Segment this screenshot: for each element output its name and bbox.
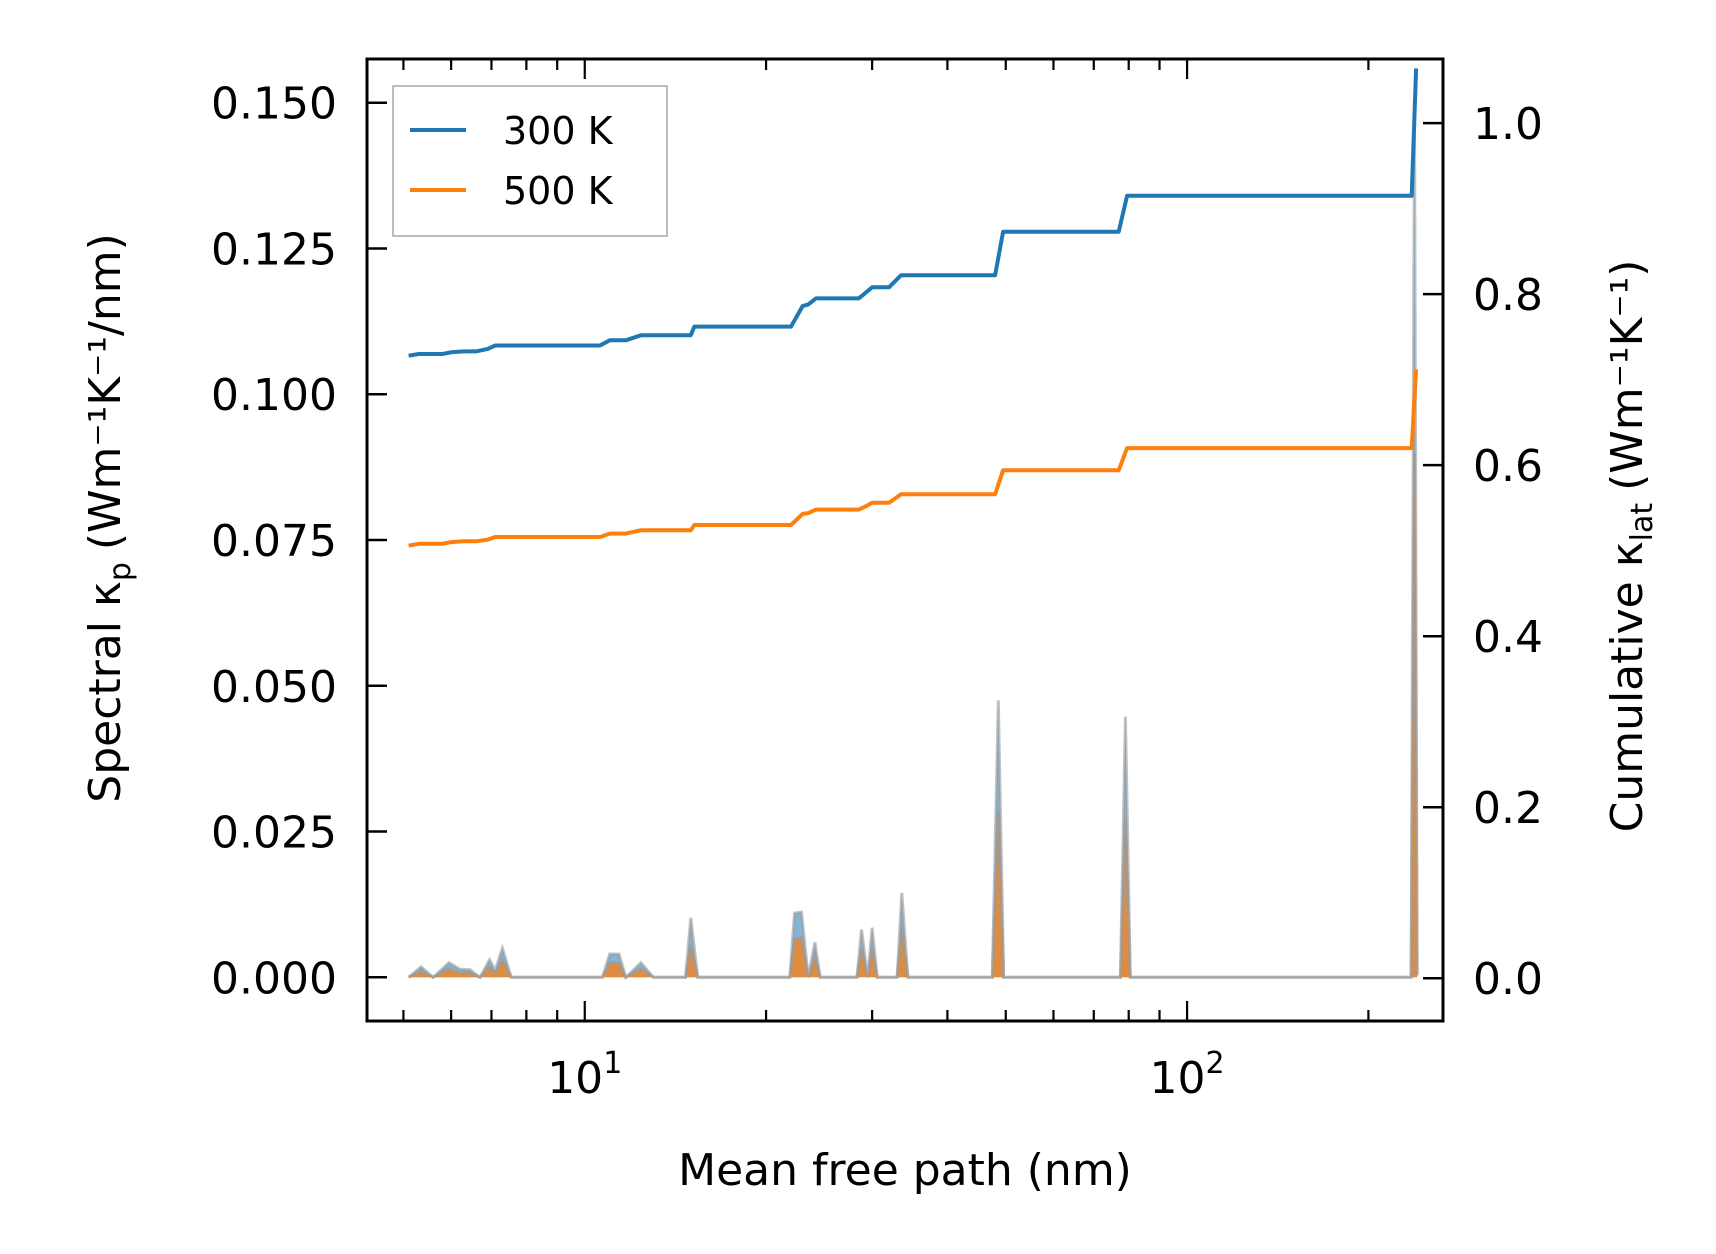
y-left-tick-label-4: 0.100 — [211, 370, 337, 421]
y-right-tick-label-2: 0.4 — [1473, 612, 1543, 663]
legend: 300 K 500 K — [392, 85, 668, 237]
y-right-tick-label-4: 0.8 — [1473, 270, 1543, 321]
y-left-tick-label-3: 0.075 — [211, 516, 337, 567]
x-tick-label-exp-1: 2 — [1206, 1046, 1225, 1081]
x-tick-label-base-0: 10 — [547, 1053, 603, 1104]
legend-label-500k: 500 K — [503, 169, 614, 213]
y-left-tick-label-2: 0.050 — [211, 662, 337, 713]
y-left-title-unit: (Wm⁻¹K⁻¹/nm) — [80, 233, 131, 550]
y-left-tick-label-1: 0.025 — [211, 808, 337, 859]
plot-frame — [365, 57, 1445, 1023]
x-tick-label-exp-0: 1 — [603, 1046, 622, 1081]
y-right-tick-label-0: 0.0 — [1473, 954, 1543, 1005]
x-tick-label-base-1: 10 — [1150, 1053, 1206, 1104]
spectral-edge-1 — [407, 452, 1419, 980]
cumulative-line-0 — [408, 68, 1419, 358]
x-tick-label-0: 101 — [547, 1046, 622, 1104]
y-right-title-unit: (Wm⁻¹K⁻¹) — [1602, 260, 1653, 491]
y-right-title-base: Cumulative κ — [1602, 541, 1653, 832]
legend-label-300k: 300 K — [503, 109, 614, 153]
y-right-title-sub: lat — [1625, 503, 1660, 542]
y-left-tick-label-5: 0.125 — [211, 224, 337, 275]
x-tick-label-1: 102 — [1150, 1046, 1225, 1104]
y-left-tick-label-0: 0.000 — [211, 953, 337, 1004]
y-axis-title-left: Spectral κp (Wm⁻¹K⁻¹/nm) — [80, 233, 138, 802]
y-left-title-sub: p — [103, 562, 138, 581]
cumulative-line-1 — [408, 369, 1419, 548]
legend-box — [392, 85, 668, 237]
spectral-edge-0 — [407, 102, 1419, 981]
ticks-layer: 0.000 0.025 0.050 0.075 0.100 0.125 0.150 0.0 0.… — [211, 59, 1543, 1104]
y-left-tick-label-6: 0.150 — [211, 79, 337, 130]
spectral-area-1 — [408, 452, 1418, 978]
x-axis-title: Mean free path (nm) — [678, 1145, 1132, 1196]
y-axis-title-right: Cumulative κlat (Wm⁻¹K⁻¹) — [1602, 260, 1660, 833]
cumulative-layer — [408, 68, 1419, 548]
y-right-tick-label-3: 0.6 — [1473, 441, 1543, 492]
y-right-tick-label-5: 1.0 — [1473, 99, 1543, 150]
spectral-layer — [407, 102, 1419, 981]
y-right-tick-label-1: 0.2 — [1473, 783, 1543, 834]
y-left-title-base: Spectral κ — [80, 581, 131, 803]
